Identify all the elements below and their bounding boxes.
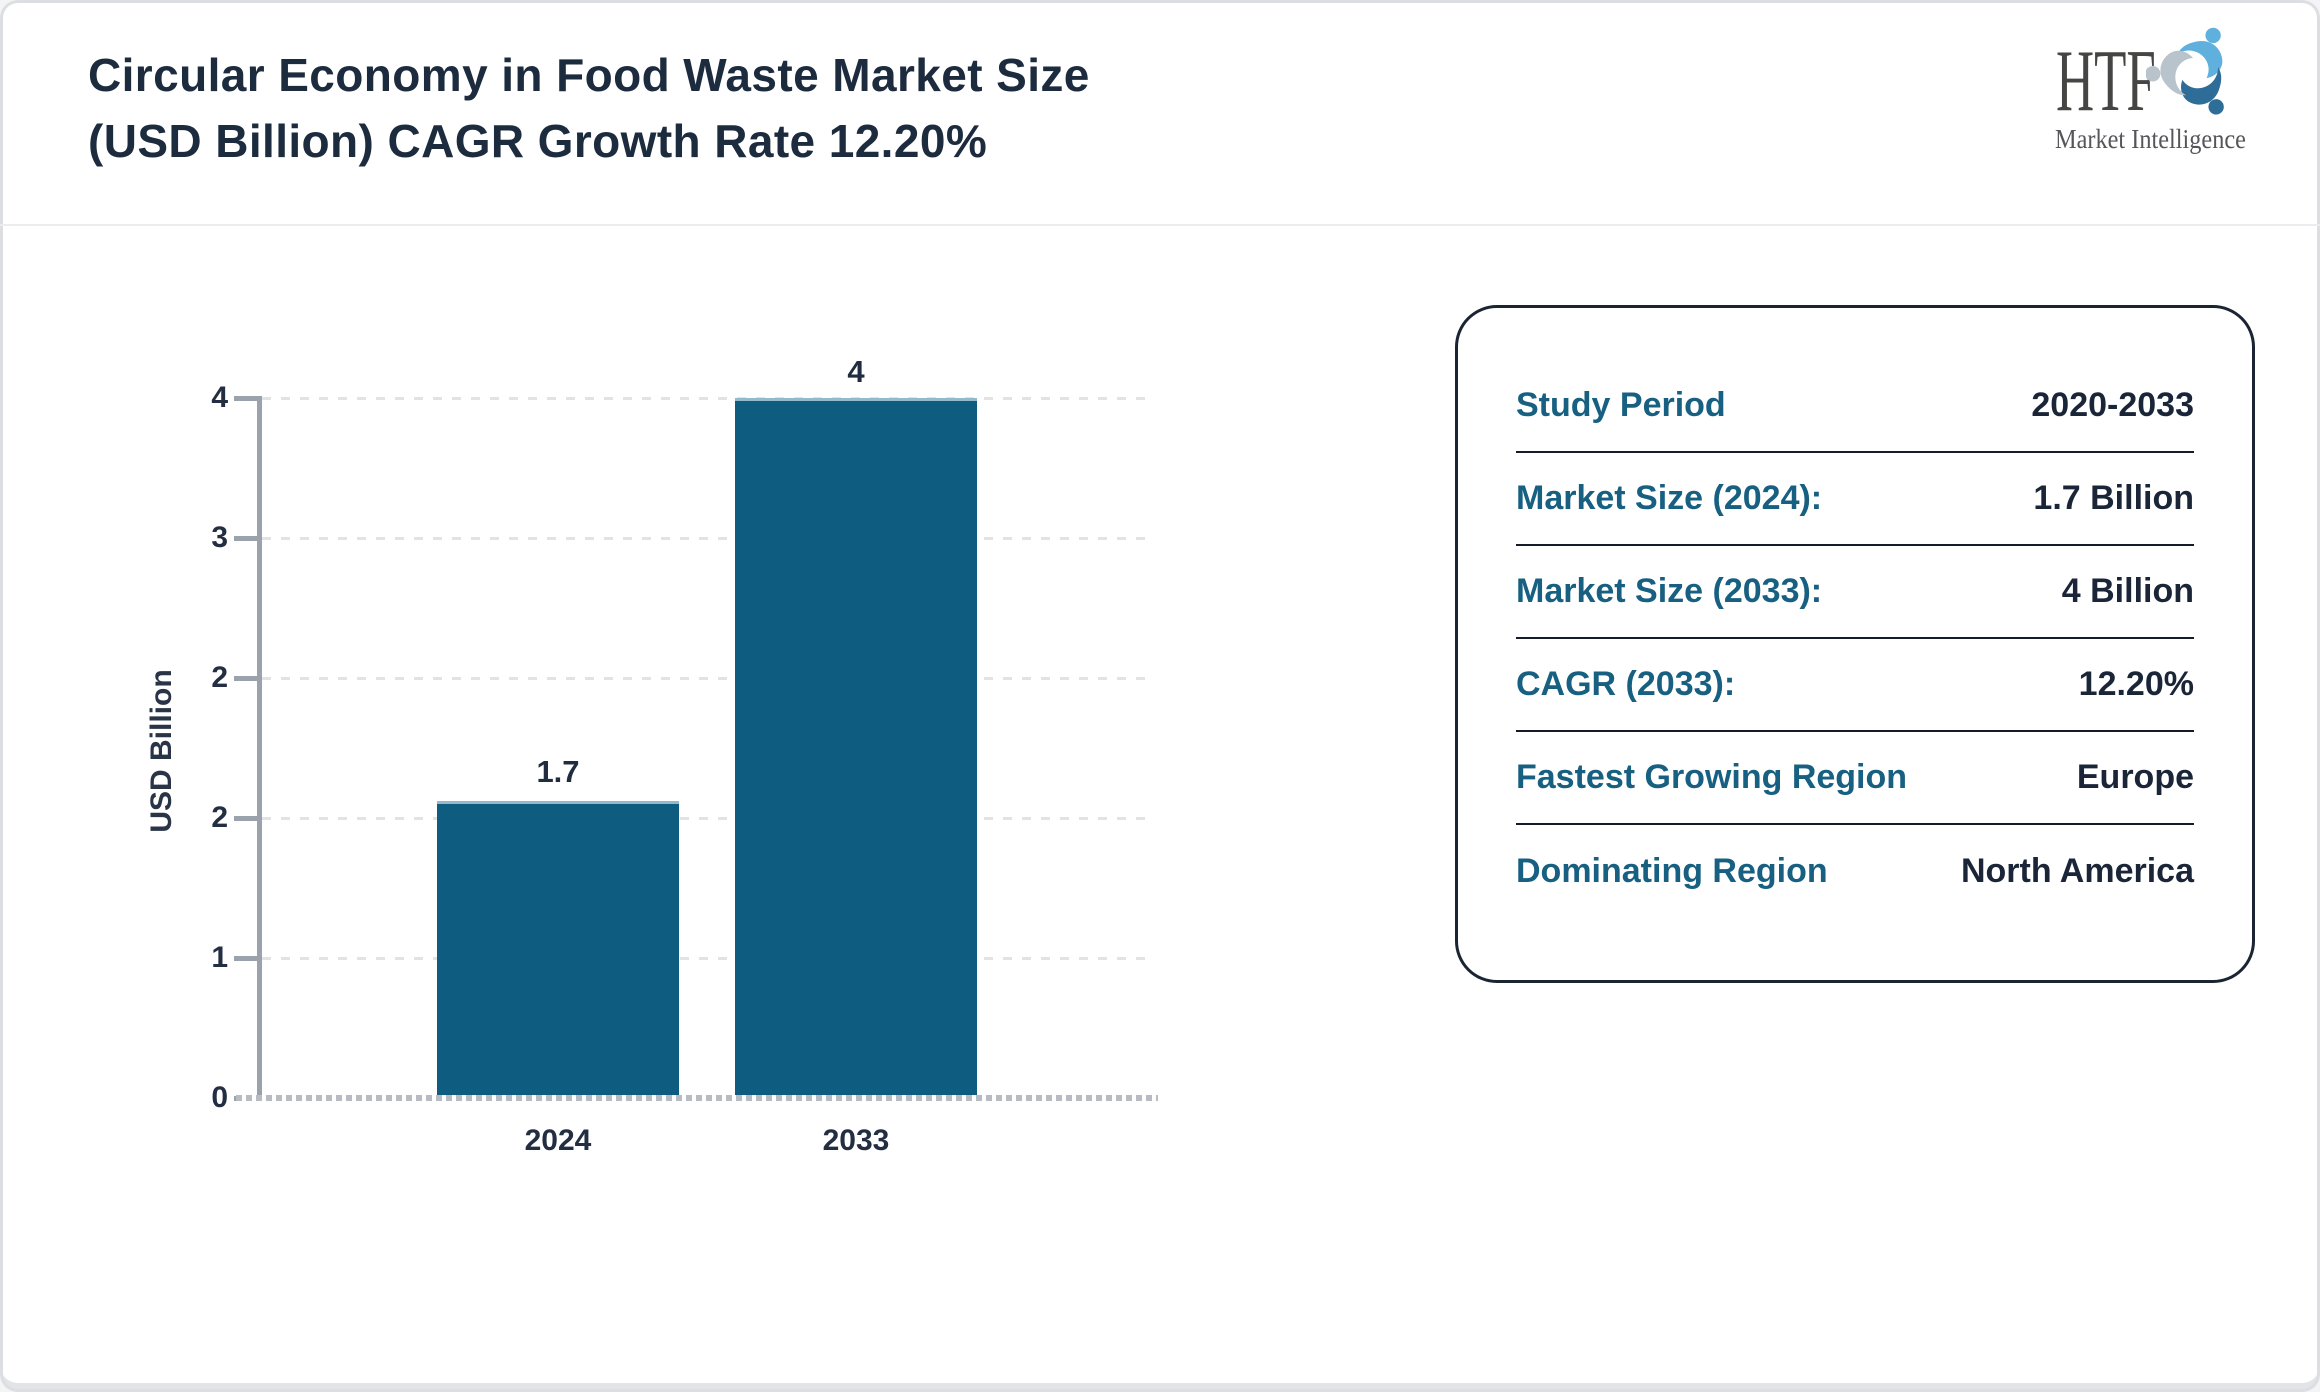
summary-row-market-size-2024: Market Size (2024): 1.7 Billion bbox=[1516, 453, 2194, 546]
y-tick-mark bbox=[234, 816, 258, 821]
y-tick-label: 1 bbox=[211, 941, 228, 974]
y-tick-mark bbox=[234, 536, 258, 541]
summary-value: 2020-2033 bbox=[2031, 386, 2194, 424]
gridline bbox=[262, 677, 1152, 680]
y-tick-label: 4 bbox=[211, 381, 228, 414]
x-tick-label-2024: 2024 bbox=[524, 1124, 592, 1157]
summary-value: 12.20% bbox=[2078, 665, 2194, 703]
bar-value-label-2024: 1.7 bbox=[536, 754, 580, 789]
summary-value: 4 Billion bbox=[2061, 572, 2194, 610]
y-tick-mark bbox=[234, 676, 258, 681]
y-tick-label: 2 bbox=[211, 661, 228, 694]
summary-label: Fastest Growing Region bbox=[1516, 758, 1908, 796]
summary-value: Europe bbox=[2076, 758, 2194, 796]
gridline bbox=[262, 817, 1152, 820]
y-tick-label: 2 bbox=[211, 801, 228, 834]
bar-value-label-2033: 4 bbox=[847, 354, 865, 389]
summary-row-market-size-2033: Market Size (2033): 4 Billion bbox=[1516, 546, 2194, 639]
gridline bbox=[262, 537, 1152, 540]
htf-logo-subtitle: Market Intelligence bbox=[2055, 124, 2246, 154]
summary-value: 1.7 Billion bbox=[2033, 479, 2194, 517]
htf-logo: HTF Market Intelligence bbox=[2050, 22, 2290, 162]
htf-logo-text: HTF bbox=[2056, 33, 2156, 130]
summary-label: Market Size (2033): bbox=[1516, 572, 1823, 610]
y-axis-line bbox=[257, 396, 262, 1100]
header-divider bbox=[0, 224, 2320, 226]
x-tick-label-2033: 2033 bbox=[822, 1124, 890, 1157]
y-tick-mark bbox=[234, 956, 258, 961]
y-tick-mark bbox=[234, 396, 258, 401]
page-title-line2: (USD Billion) CAGR Growth Rate 12.20% bbox=[88, 115, 988, 167]
summary-value: North America bbox=[1960, 852, 2194, 890]
summary-row-study-period: Study Period 2020-2033 bbox=[1516, 360, 2194, 453]
summary-row-cagr: CAGR (2033): 12.20% bbox=[1516, 639, 2194, 732]
summary-label: Market Size (2024): bbox=[1516, 479, 1823, 517]
page-title: Circular Economy in Food Waste Market Si… bbox=[88, 42, 1090, 174]
summary-row-dominating-region: Dominating Region North America bbox=[1516, 825, 2194, 918]
summary-label: CAGR (2033): bbox=[1516, 665, 1736, 703]
bar-2033 bbox=[735, 398, 977, 1098]
htf-swirl-icon bbox=[2146, 27, 2224, 115]
bar-2024 bbox=[437, 800, 679, 1098]
y-tick-label: 0 bbox=[211, 1081, 228, 1114]
summary-row-fastest-growing-region: Fastest Growing Region Europe bbox=[1516, 732, 2194, 825]
market-summary-card: Study Period 2020-2033 Market Size (2024… bbox=[1455, 305, 2255, 983]
summary-label: Dominating Region bbox=[1516, 852, 1828, 890]
gridline bbox=[262, 957, 1152, 960]
gridline bbox=[262, 397, 1152, 400]
x-axis-line bbox=[236, 1095, 1158, 1101]
page-title-line1: Circular Economy in Food Waste Market Si… bbox=[88, 49, 1090, 101]
summary-label: Study Period bbox=[1516, 386, 1726, 424]
y-tick-label: 3 bbox=[211, 521, 228, 554]
